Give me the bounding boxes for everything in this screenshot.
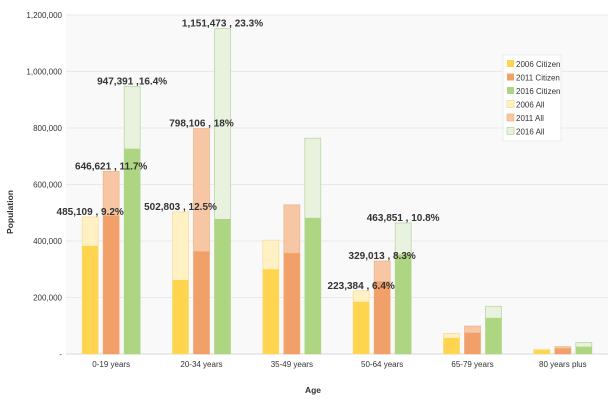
data-label-0-19-years-2006: 485,109 , 9.2% <box>57 207 124 218</box>
bar-2006-citizen-20-34-years <box>172 279 189 354</box>
legend-swatch-2016-all <box>506 127 515 135</box>
data-label-20-34-years-2011: 798,106 , 18% <box>169 119 234 130</box>
y-tick-label: 800,000 <box>33 124 62 133</box>
bars <box>81 28 593 355</box>
legend-label-2006-all[interactable]: 2006 All <box>516 101 545 110</box>
bar-2006-citizen-0-19-years <box>82 245 99 354</box>
bar-2006-citizen-35-49-years <box>262 269 279 354</box>
y-axis-title: Population <box>5 190 15 234</box>
bar-2016-citizen-20-34-years <box>214 218 231 354</box>
legend-label-2011-citizen[interactable]: 2011 Citizen <box>516 74 560 83</box>
bar-2016-citizen-35-49-years <box>304 217 321 354</box>
bar-2011-citizen-0-19-years <box>103 215 120 354</box>
legend-label-2016-all[interactable]: 2016 All <box>516 128 545 137</box>
x-axis-title: Age <box>305 385 321 395</box>
y-tick-label: 1,000,000 <box>26 68 62 77</box>
axis-ticks: - 200,000 400,000 600,000 800,000 1,000,000 1,… <box>26 11 586 369</box>
data-label-50-64-years-2011: 329,013 , 8.3% <box>349 251 416 262</box>
legend[interactable]: 2006 Citizen 2011 Citizen 2016 Citizen 2006… <box>502 54 562 142</box>
bar-2016-citizen-50-64-years <box>395 254 412 354</box>
legend-swatch-2016-citizen <box>507 87 514 94</box>
legend-label-2006-citizen[interactable]: 2006 Citizen <box>516 60 560 69</box>
y-tick-label: 1,200,000 <box>26 11 62 20</box>
legend-swatch-2011-all <box>506 113 515 122</box>
bar-2016-citizen-65-79-years <box>485 317 502 354</box>
bar-2006-citizen-65-79-years <box>443 337 460 354</box>
x-tick-label: 80 years plus <box>539 360 587 369</box>
y-tick-label: - <box>59 350 62 359</box>
data-label-50-64-years-2006: 223,384 , 6.4% <box>328 281 395 292</box>
y-tick-label: 200,000 <box>33 294 62 303</box>
data-label-0-19-years-2016: 947,391 ,16.4% <box>97 76 167 87</box>
x-tick-label: 65-79 years <box>451 360 493 369</box>
x-tick-label: 0-19 years <box>92 360 130 369</box>
x-tick-label: 20-34 years <box>180 360 222 369</box>
legend-swatch-2011-citizen <box>507 73 514 81</box>
bar-2011-citizen-80-years-plus <box>554 348 571 354</box>
bar-2011-citizen-65-79-years <box>464 332 481 354</box>
data-label-20-34-years-2006: 502,803 , 12.5% <box>144 202 217 213</box>
legend-label-2011-all[interactable]: 2011 All <box>516 114 544 123</box>
legend-swatch-2006-citizen <box>507 60 514 67</box>
data-label-50-64-years-2016: 463,851 , 10.8% <box>367 213 440 224</box>
legend-label-2016-citizen[interactable]: 2016 Citizen <box>516 87 560 96</box>
bar-2006-citizen-80-years-plus <box>533 350 550 354</box>
bar-2006-citizen-50-64-years <box>353 301 370 354</box>
data-label-20-34-years-2016: 1,151,473 , 23.3% <box>182 19 263 30</box>
y-tick-label: 600,000 <box>33 181 62 190</box>
x-tick-label: 50-64 years <box>361 360 403 369</box>
legend-swatch-2006-all <box>506 100 515 108</box>
bar-2011-citizen-20-34-years <box>193 251 210 354</box>
bar-2011-citizen-50-64-years <box>374 281 391 354</box>
data-labels: 485,109 , 9.2% 646,621 , 11.7% 947,391 ,16… <box>57 19 440 292</box>
y-tick-label: 400,000 <box>33 237 62 246</box>
x-tick-label: 35-49 years <box>271 360 313 369</box>
legend-box <box>502 54 562 142</box>
bar-2016-citizen-80-years-plus <box>575 346 592 354</box>
bar-2011-citizen-35-49-years <box>283 253 300 354</box>
data-label-0-19-years-2011: 646,621 , 11.7% <box>75 161 147 172</box>
bar-2016-citizen-0-19-years <box>124 148 141 354</box>
